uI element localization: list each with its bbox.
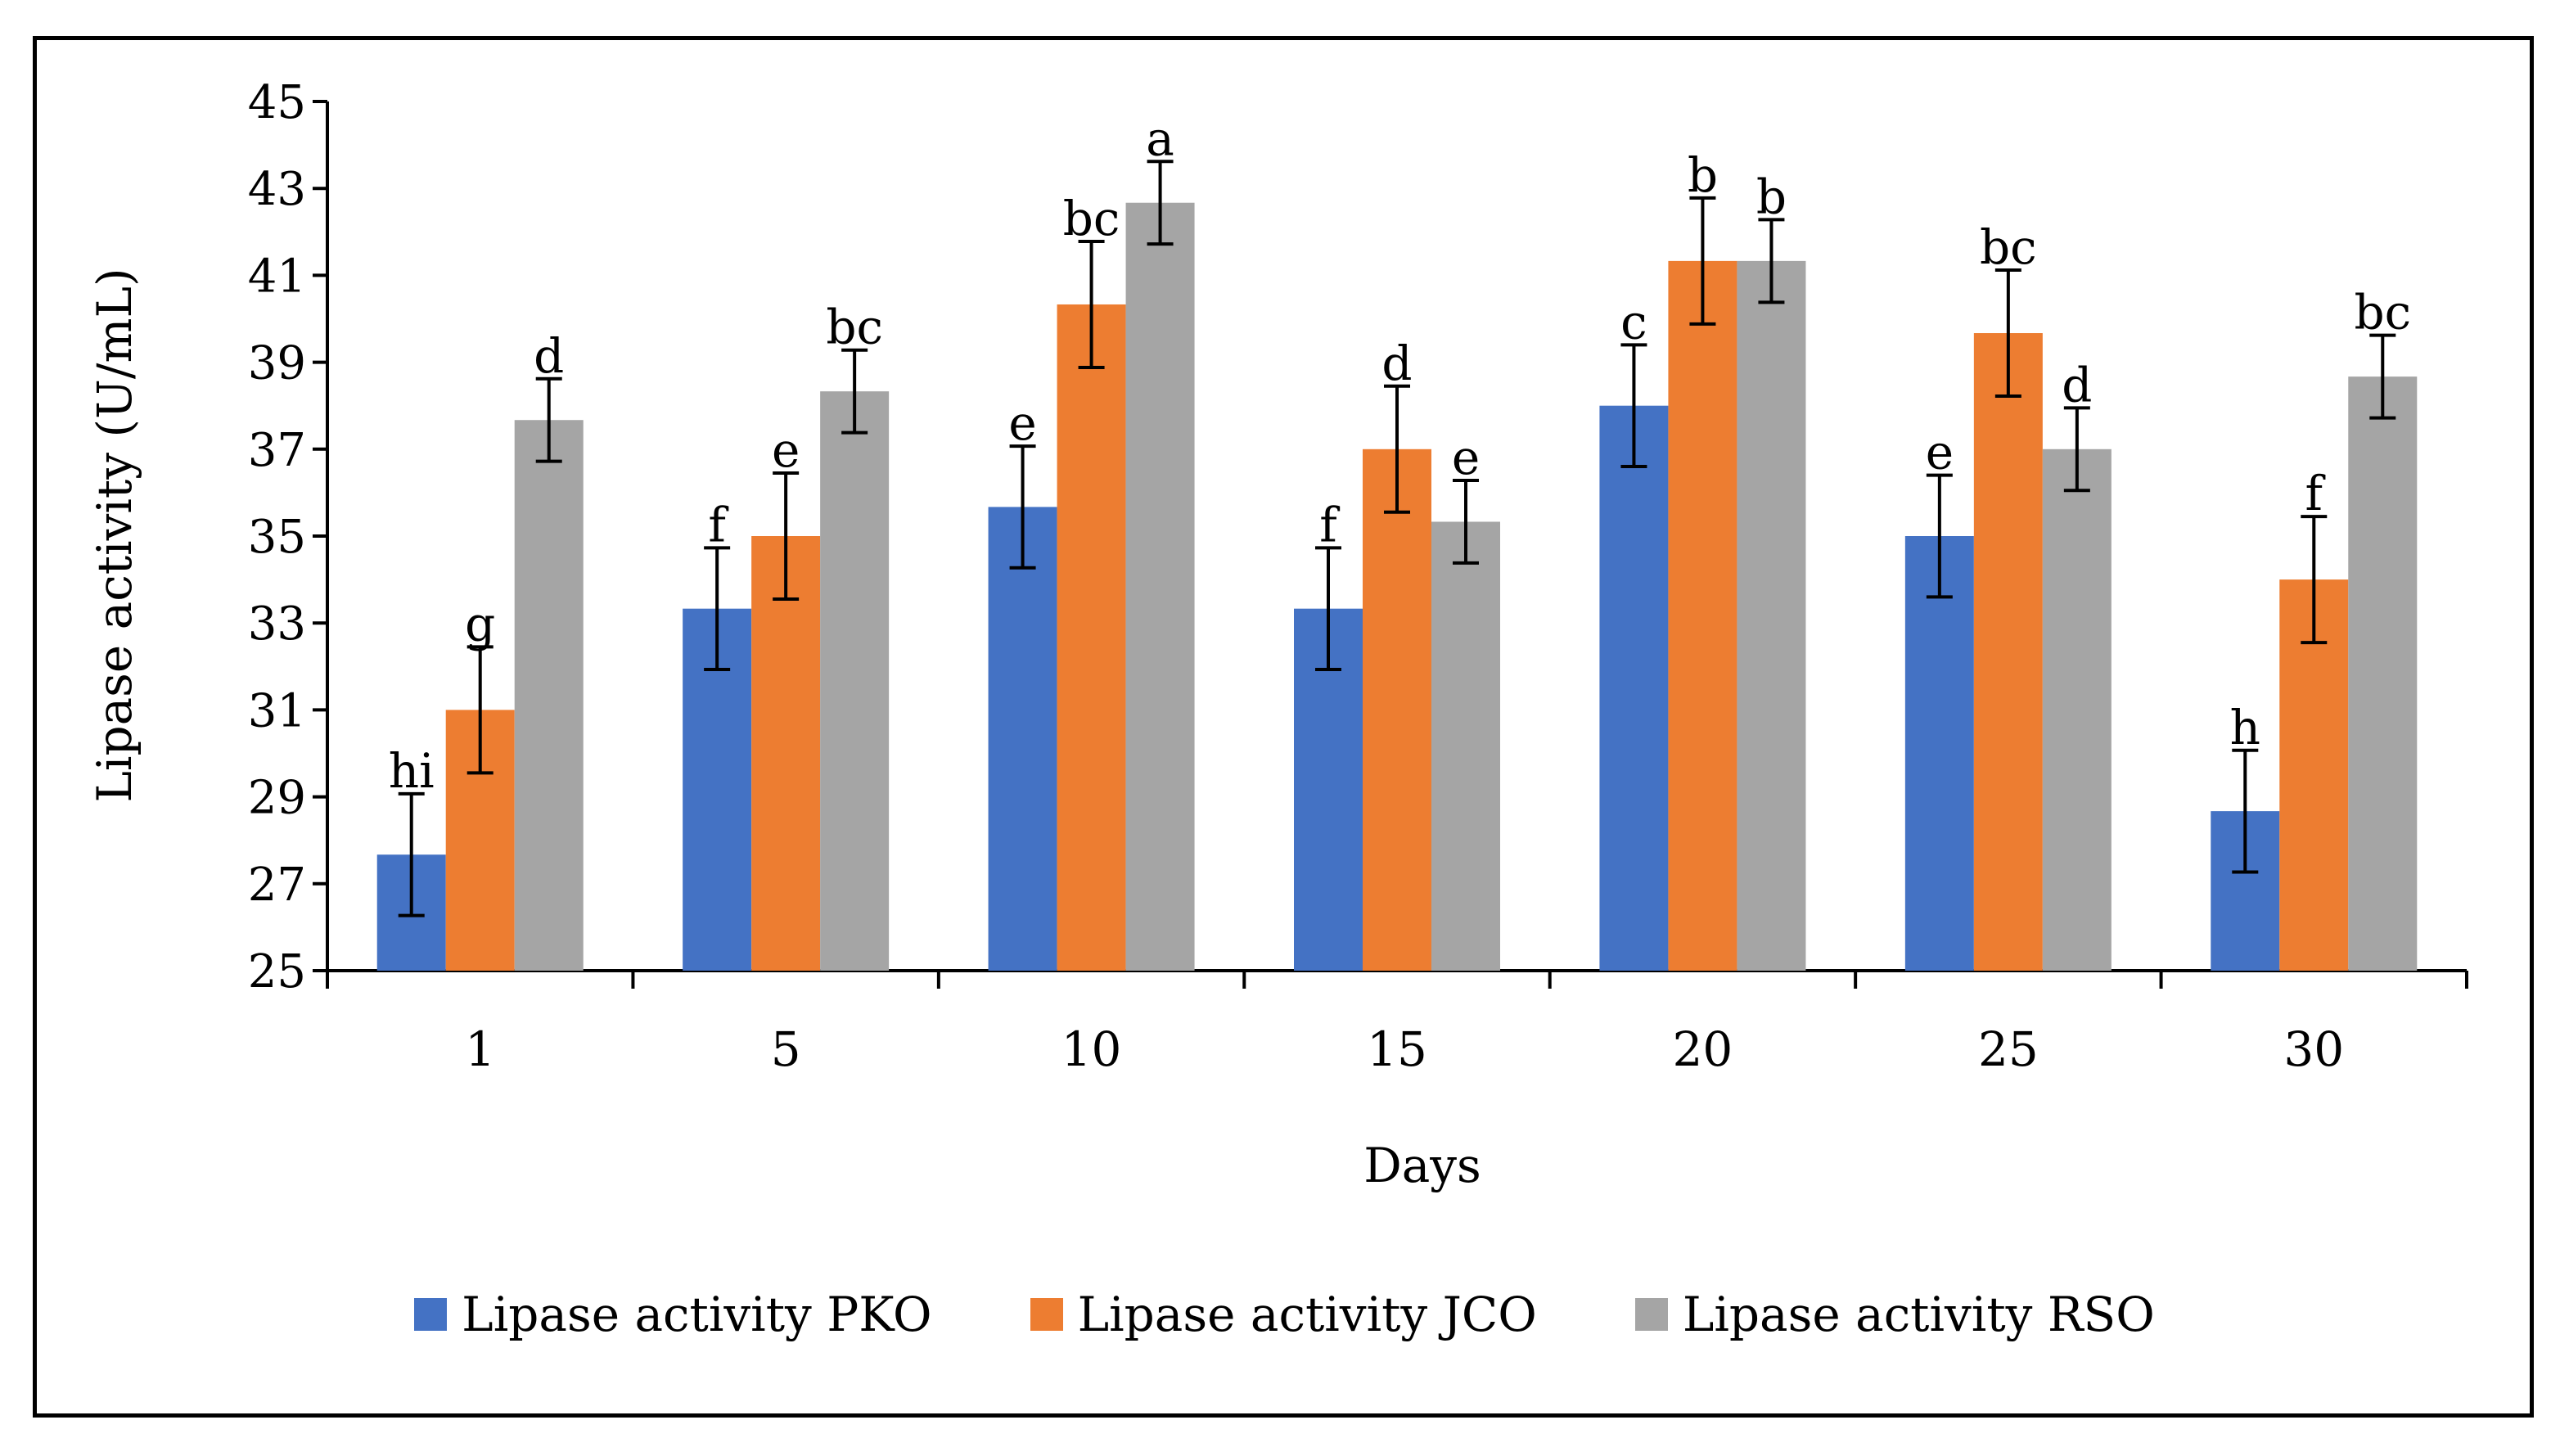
significance-letter: e [1008,395,1036,451]
bar [1737,260,1806,971]
bar [1057,304,1126,971]
significance-letter: f [1319,497,1340,552]
significance-letter: e [772,422,800,478]
significance-letter: e [1926,425,1954,480]
significance-letter: d [2062,357,2092,412]
bar [988,507,1057,971]
bar [1973,333,2043,971]
y-tick-label: 39 [248,337,306,390]
bar [1125,202,1195,971]
bar [1599,405,1669,971]
x-tick-label: 1 [465,1021,495,1077]
legend-item-rso: Lipase activity RSO [1634,1287,2155,1342]
x-tick-label: 20 [1673,1021,1733,1077]
legend-label-rso: Lipase activity RSO [1682,1287,2155,1342]
x-tick-label: 25 [1978,1021,2039,1077]
significance-letter: e [1452,430,1480,485]
significance-letter: bc [1980,219,2037,275]
y-tick-label: 35 [248,511,306,564]
bar [1668,260,1737,971]
significance-letter: bc [2354,285,2411,340]
x-tick-label: 30 [2283,1021,2344,1077]
legend-swatch-jco [1030,1298,1063,1331]
significance-letter: a [1146,110,1174,166]
bar [751,536,821,971]
bar [514,420,584,971]
bar [2042,449,2112,971]
significance-letter: b [1688,147,1718,203]
y-tick-label: 27 [248,859,306,912]
x-tick-label: 10 [1061,1021,1122,1077]
y-tick-label: 43 [248,163,306,216]
legend-swatch-pko [414,1298,448,1331]
bar [820,391,890,971]
legend: Lipase activity PKO Lipase activity JCO … [0,1287,2569,1342]
y-tick-label: 33 [248,597,306,651]
x-axis: 1 5 10 15 20 25 30 [326,969,2468,1077]
legend-item-pko: Lipase activity PKO [414,1287,932,1342]
y-tick-label: 25 [248,945,306,998]
bar [1431,521,1500,971]
bar [2279,579,2349,971]
significance-letter: b [1756,169,1787,224]
bar [1904,536,1974,971]
significance-letter: bc [826,300,883,355]
significance-letter: f [2305,466,2326,521]
significance-letter: d [534,328,564,384]
y-axis: 25 27 29 31 33 35 37 39 41 43 45 [248,76,329,998]
significance-letter: hi [389,743,435,799]
error-bars [398,160,2396,917]
bar [1363,449,1431,971]
significance-letter: d [1381,336,1412,391]
y-tick-label: 41 [248,250,306,303]
significance-letter: g [465,596,495,651]
y-tick-label: 37 [248,424,306,477]
legend-swatch-rso [1634,1298,1668,1331]
x-tick-label: 15 [1367,1021,1427,1077]
bar [2348,376,2418,971]
y-tick-label: 45 [248,76,306,129]
legend-item-jco: Lipase activity JCO [1030,1287,1537,1342]
significance-letter: h [2230,700,2260,755]
y-axis-label: Lipase activity (U/mL) [87,268,142,802]
significance-letter: c [1620,294,1647,349]
legend-label-jco: Lipase activity JCO [1077,1287,1537,1342]
bars [376,202,2418,971]
legend-label-pko: Lipase activity PKO [462,1287,932,1342]
significance-letter: f [708,497,728,552]
x-tick-label: 5 [771,1021,801,1077]
y-tick-label: 29 [248,772,306,825]
x-axis-label: Days [1363,1138,1481,1193]
significance-letter: bc [1063,191,1120,246]
y-tick-label: 31 [248,684,306,737]
